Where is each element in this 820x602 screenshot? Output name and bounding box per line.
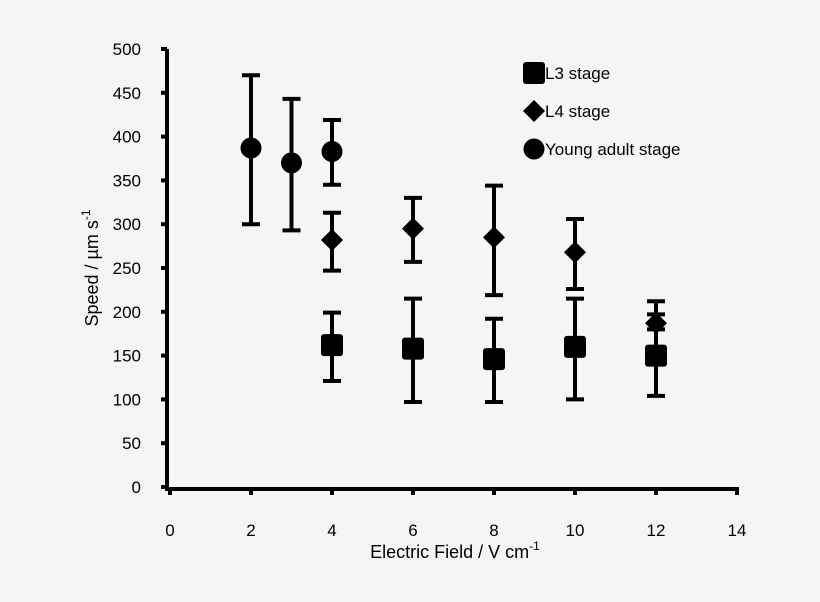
x-tick-label: 12 (647, 521, 666, 540)
legend-label: Young adult stage (545, 140, 681, 159)
x-tick-label: 0 (165, 521, 174, 540)
y-tick-label: 400 (113, 128, 141, 147)
x-tick-label: 8 (489, 521, 498, 540)
y-axis-label: Speed / µm s-1 (79, 209, 102, 326)
legend-label: L4 stage (545, 102, 610, 121)
y-tick-label: 250 (113, 259, 141, 278)
data-point-circle (281, 152, 302, 174)
axes: 0 50 100 150 200 250 300 350 400 450 500 0 2 4 6 8 10 12 1… (113, 40, 747, 540)
data-point-diamond (402, 217, 424, 240)
x-tick-label: 14 (728, 521, 747, 540)
x-tick-label: 2 (246, 521, 255, 540)
data-point-diamond (321, 228, 343, 251)
x-tick-label: 6 (408, 521, 417, 540)
legend-marker-diamond (523, 100, 545, 122)
data-point-square (645, 344, 667, 367)
data-point-circle (321, 140, 343, 162)
y-tick-label: 500 (113, 40, 141, 59)
y-tick-label: 300 (113, 215, 141, 234)
data-point-square (483, 348, 505, 371)
y-tick-label: 350 (113, 171, 141, 190)
y-tick-label: 150 (113, 347, 141, 366)
legend: L3 stage L4 stage Young adult stage (523, 62, 681, 160)
y-tick-label: 200 (113, 303, 141, 322)
x-axis-label: Electric Field / V cm-1 (370, 539, 540, 562)
y-tick-label: 100 (113, 390, 141, 409)
data-point-square (564, 335, 586, 358)
legend-marker-square (523, 62, 545, 84)
y-tick-label: 450 (113, 84, 141, 103)
x-tick-label: 10 (566, 521, 585, 540)
data-point-diamond (645, 312, 667, 335)
y-tick-label: 50 (122, 434, 141, 453)
legend-marker-circle (523, 138, 545, 160)
data-point-diamond (564, 241, 586, 264)
legend-label: L3 stage (545, 64, 610, 83)
data-marks (240, 73, 667, 405)
data-point-diamond (483, 226, 505, 249)
data-point-circle (240, 137, 262, 159)
x-tick-label: 4 (327, 521, 336, 540)
data-point-square (321, 334, 343, 357)
y-tick-label: 0 (132, 478, 141, 497)
data-point-square (402, 337, 424, 360)
